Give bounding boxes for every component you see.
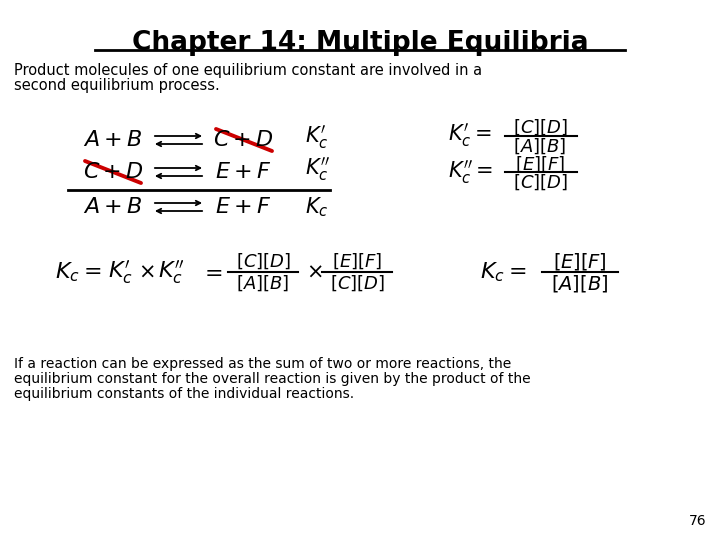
Text: $K_c'$: $K_c'$ xyxy=(305,123,328,151)
Text: $=$: $=$ xyxy=(200,261,222,283)
Text: $[E][F]$: $[E][F]$ xyxy=(332,251,382,271)
Text: $A + B$: $A + B$ xyxy=(84,196,143,218)
Text: $\times$: $\times$ xyxy=(306,262,323,281)
Text: $K_c' =$: $K_c' =$ xyxy=(448,121,492,149)
Text: $K_c$: $K_c$ xyxy=(305,195,328,219)
Text: $[E][F]$: $[E][F]$ xyxy=(553,251,607,272)
Text: Product molecules of one equilibrium constant are involved in a: Product molecules of one equilibrium con… xyxy=(14,63,482,78)
Text: $C + D$: $C + D$ xyxy=(83,161,143,183)
Text: $E + F$: $E + F$ xyxy=(215,161,271,183)
Text: $A + B$: $A + B$ xyxy=(84,129,143,151)
Text: 76: 76 xyxy=(688,514,706,528)
Text: $[A][B]$: $[A][B]$ xyxy=(513,136,567,156)
Text: $K_c^{\prime\prime}$: $K_c^{\prime\prime}$ xyxy=(305,155,330,183)
Text: equilibrium constants of the individual reactions.: equilibrium constants of the individual … xyxy=(14,387,354,401)
Text: $E + F$: $E + F$ xyxy=(215,196,271,218)
Text: $K_c =$: $K_c =$ xyxy=(55,260,102,284)
Text: $K_c'$: $K_c'$ xyxy=(108,258,133,286)
Text: $[C][D]$: $[C][D]$ xyxy=(513,172,567,192)
Text: $\times$: $\times$ xyxy=(138,262,155,281)
Text: Chapter 14: Multiple Equilibria: Chapter 14: Multiple Equilibria xyxy=(132,30,588,56)
Text: $K_c^{\prime\prime}$: $K_c^{\prime\prime}$ xyxy=(158,258,184,286)
Text: $[A][B]$: $[A][B]$ xyxy=(552,273,608,294)
Text: $[C][D]$: $[C][D]$ xyxy=(513,117,567,137)
Text: $C + D$: $C + D$ xyxy=(212,129,274,151)
Text: $[C][D]$: $[C][D]$ xyxy=(235,251,290,271)
Text: $[A][B]$: $[A][B]$ xyxy=(236,273,289,293)
Text: $K_c =$: $K_c =$ xyxy=(480,260,526,284)
Text: equilibrium constant for the overall reaction is given by the product of the: equilibrium constant for the overall rea… xyxy=(14,372,531,386)
Text: $[E][F]$: $[E][F]$ xyxy=(515,154,565,174)
Text: second equilibrium process.: second equilibrium process. xyxy=(14,78,220,93)
Text: $[C][D]$: $[C][D]$ xyxy=(330,273,384,293)
Text: If a reaction can be expressed as the sum of two or more reactions, the: If a reaction can be expressed as the su… xyxy=(14,357,511,371)
Text: $K_c^{\prime\prime} =$: $K_c^{\prime\prime} =$ xyxy=(448,158,493,186)
